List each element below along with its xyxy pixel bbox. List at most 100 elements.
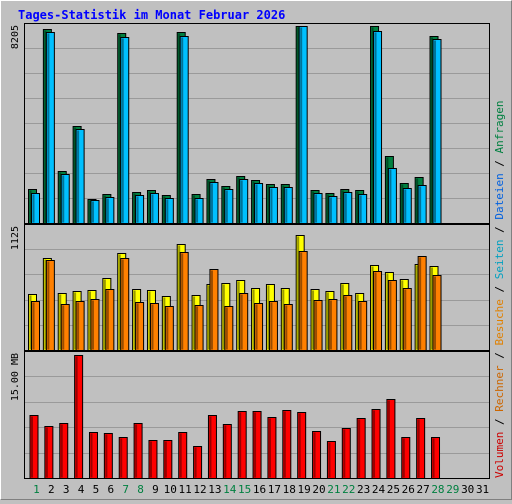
- bar-dateien-21: [328, 196, 338, 224]
- bar-besuche-16: [254, 303, 264, 351]
- bar-dateien-10: [164, 198, 174, 224]
- bar-shade: [416, 178, 419, 223]
- bar-volumen-23: [356, 418, 366, 479]
- bar-shade: [178, 245, 181, 350]
- chart-title: Tages-Statistik im Monat Februar 2026: [18, 8, 285, 22]
- bar-body: [45, 260, 55, 351]
- x-tick-label: 13: [208, 483, 221, 496]
- bar-body: [387, 168, 397, 224]
- bar-body: [133, 423, 143, 479]
- bar-shade: [62, 305, 65, 350]
- legend-part: /: [493, 412, 506, 432]
- x-tick-label: 27: [416, 483, 429, 496]
- bar-volumen-10: [163, 440, 173, 479]
- x-tick-label: 4: [78, 483, 85, 496]
- bar-body: [268, 301, 278, 351]
- bar-shade: [136, 303, 139, 350]
- bar-body: [164, 306, 174, 351]
- bar-shade: [374, 272, 377, 350]
- bar-besuche-14: [224, 306, 234, 351]
- bar-besuche-25: [387, 280, 397, 351]
- bar-dateien-27: [417, 185, 427, 224]
- x-tick-label: 9: [152, 483, 159, 496]
- bar-shade: [404, 289, 407, 350]
- bar-shade: [371, 27, 374, 223]
- x-tick-label: 21: [327, 483, 340, 496]
- bar-body: [401, 437, 411, 479]
- bar-besuche-2: [45, 260, 55, 351]
- bar-body: [298, 26, 308, 224]
- bar-shade: [341, 190, 344, 223]
- bar-besuche-11: [179, 252, 189, 351]
- bar-shade: [210, 270, 213, 350]
- bar-besuche-27: [417, 256, 427, 351]
- bar-shade: [163, 196, 166, 223]
- bar-body: [312, 431, 322, 479]
- bar-shade: [166, 199, 169, 223]
- bar-body: [252, 411, 262, 479]
- bar-body: [371, 409, 381, 479]
- bar-shade: [268, 418, 271, 478]
- bar-shade: [181, 253, 184, 350]
- x-tick-label: 17: [268, 483, 281, 496]
- bar-shade: [328, 442, 331, 478]
- bar-besuche-6: [105, 289, 115, 351]
- bar-body: [222, 424, 232, 479]
- bar-shade: [326, 194, 329, 223]
- x-tick-label: 3: [63, 483, 70, 496]
- bar-besuche-26: [402, 288, 412, 351]
- bar-body: [373, 271, 383, 351]
- bar-shade: [103, 279, 106, 350]
- x-tick-label: 7: [122, 483, 129, 496]
- bar-body: [416, 418, 426, 479]
- bar-body: [44, 426, 54, 479]
- bar-dateien-8: [135, 195, 145, 224]
- bar-shade: [91, 300, 94, 350]
- bar-shade: [88, 291, 91, 350]
- scale-label-volume: 15.00 MB: [10, 353, 21, 401]
- bar-dateien-15: [239, 179, 249, 224]
- bar-volumen-11: [178, 432, 188, 479]
- bar-shade: [60, 424, 63, 478]
- bar-body: [402, 288, 412, 351]
- bar-shade: [329, 300, 332, 350]
- bar-body: [88, 432, 98, 479]
- legend-part: Seiten: [493, 240, 506, 280]
- x-tick-label: 18: [283, 483, 296, 496]
- bar-body: [254, 303, 264, 351]
- bar-shade: [47, 33, 50, 223]
- bar-body: [297, 412, 307, 479]
- bar-body: [239, 179, 249, 224]
- bar-besuche-15: [239, 293, 249, 351]
- bar-shade: [32, 302, 35, 350]
- bar-shade: [389, 281, 392, 350]
- bar-body: [149, 303, 159, 351]
- bar-dateien-25: [387, 168, 397, 224]
- x-tick-label: 28: [431, 483, 444, 496]
- bar-body: [149, 193, 159, 224]
- x-tick-label: 11: [179, 483, 192, 496]
- bar-shade: [106, 198, 109, 223]
- bar-body: [194, 198, 204, 224]
- bar-shade: [225, 190, 228, 223]
- bar-shade: [45, 427, 48, 478]
- bar-dateien-12: [194, 198, 204, 224]
- x-tick-label: 20: [312, 483, 325, 496]
- bar-shade: [343, 429, 346, 478]
- bar-body: [45, 32, 55, 224]
- bar-besuche-4: [75, 301, 85, 351]
- bar-shade: [164, 441, 167, 478]
- bar-dateien-5: [90, 200, 100, 224]
- bar-besuche-5: [90, 299, 100, 351]
- bar-shade: [196, 199, 199, 223]
- bar-shade: [59, 172, 62, 223]
- x-tick-label: 6: [107, 483, 114, 496]
- bar-shade: [312, 191, 315, 223]
- bar-body: [343, 192, 353, 224]
- bar-besuche-20: [313, 300, 323, 351]
- bar-body: [237, 411, 247, 479]
- bar-shade: [270, 188, 273, 223]
- bar-shade: [29, 190, 32, 223]
- bar-body: [31, 193, 40, 224]
